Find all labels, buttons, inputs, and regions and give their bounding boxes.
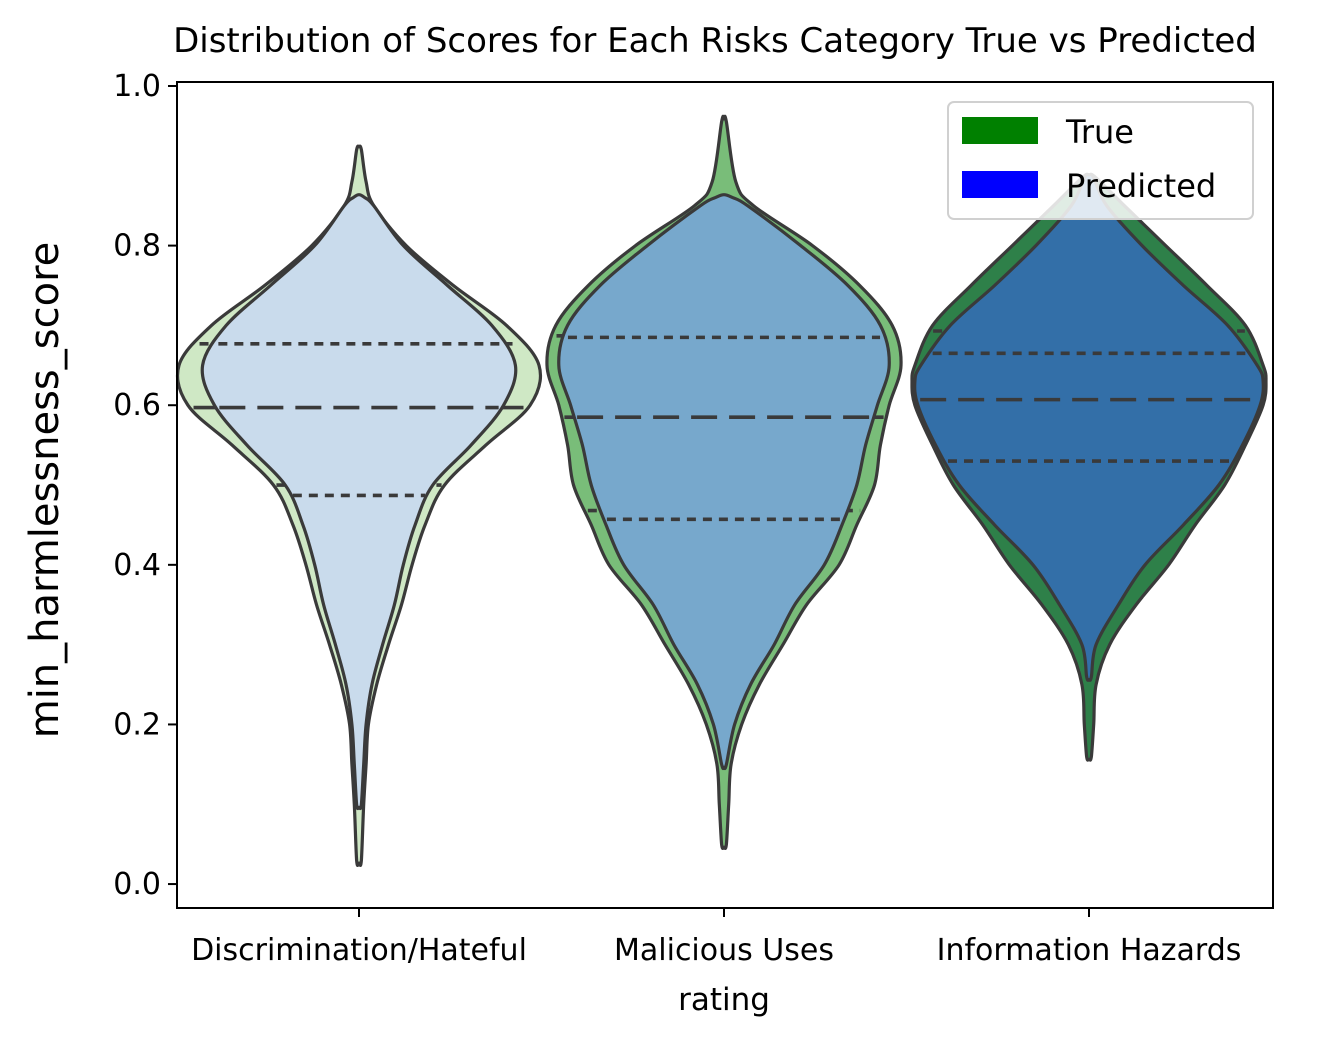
- chart-title: Distribution of Scores for Each Risks Ca…: [173, 21, 1257, 61]
- violin-predicted-malicious-uses: [557, 193, 891, 771]
- legend-swatch-predicted: [962, 171, 1038, 198]
- x-tick-label: Discrimination/Hateful: [191, 933, 527, 968]
- x-axis-label: rating: [678, 982, 770, 1018]
- y-axis-label: min_harmlessness_score: [22, 242, 68, 739]
- x-tick-label: Malicious Uses: [614, 933, 834, 968]
- violin-predicted-information-hazards: [913, 172, 1265, 682]
- violin-predicted-discrimination-hateful: [200, 193, 518, 811]
- y-axis-ticks: 0.0 0.2 0.4 0.6 0.8 1.0: [113, 69, 177, 902]
- y-tick-label: 0.8: [113, 229, 161, 264]
- legend-label-true: True: [1065, 113, 1134, 151]
- y-tick-label: 1.0: [113, 69, 161, 104]
- legend: True Predicted: [947, 101, 1254, 220]
- plot-frame: [176, 81, 1274, 909]
- y-tick-label: 0.0: [113, 867, 161, 902]
- y-tick-label: 0.4: [113, 548, 161, 583]
- x-tick-label: Information Hazards: [937, 933, 1242, 968]
- legend-swatch-true: [962, 117, 1038, 144]
- legend-label-predicted: Predicted: [1066, 167, 1216, 205]
- y-tick-label: 0.2: [113, 707, 161, 742]
- y-tick-label: 0.6: [113, 388, 161, 423]
- violin-group: [175, 114, 1268, 867]
- x-axis-ticks: Discrimination/Hateful Malicious Uses Info…: [191, 908, 1241, 968]
